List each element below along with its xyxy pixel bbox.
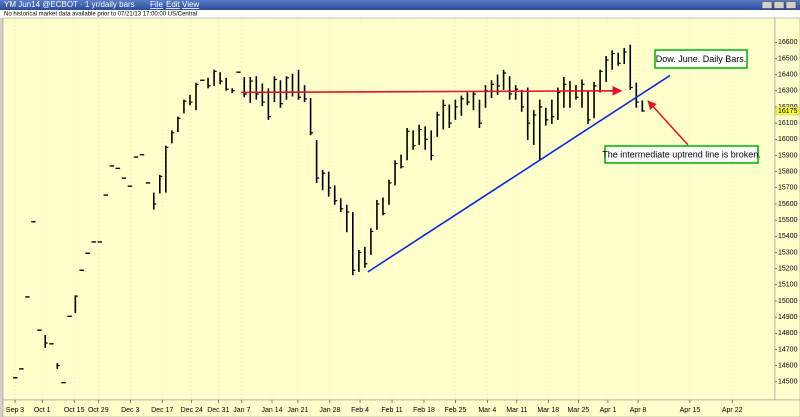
y-tick-label: 16600 <box>778 39 798 46</box>
x-tick-label: Feb 25 <box>444 407 466 414</box>
menu-item[interactable]: Edit <box>166 0 181 9</box>
y-tick-label: 16300 <box>778 88 798 95</box>
x-tick-label: Apr 22 <box>722 407 743 414</box>
menu-item[interactable]: File <box>150 0 163 9</box>
menu-item[interactable]: View <box>182 0 199 9</box>
x-tick-label: Oct 29 <box>88 407 109 414</box>
x-tick-label: Feb 18 <box>413 407 435 414</box>
x-tick-label: Dec 3 <box>121 407 139 414</box>
y-tick-label: 16000 <box>778 136 798 143</box>
x-axis-area <box>2 399 800 417</box>
x-tick-label: Jan 21 <box>287 407 308 414</box>
x-tick-label: Oct 1 <box>34 407 51 414</box>
x-tick-label: Dec 31 <box>207 407 229 414</box>
window-buttons[interactable] <box>761 1 797 9</box>
x-tick-label: Dec 24 <box>181 407 203 414</box>
x-tick-label: Apr 15 <box>680 407 701 414</box>
y-tick-label: 15500 <box>778 217 798 224</box>
x-tick-label: Mar 25 <box>567 407 589 414</box>
title-bar <box>0 0 800 10</box>
annotation-box <box>604 145 759 164</box>
y-tick-label: 14900 <box>778 314 798 321</box>
y-tick-label: 15400 <box>778 233 798 240</box>
annotation-text: The intermediate uptrend line is broken. <box>602 149 761 159</box>
x-tick-label: Apr 1 <box>600 407 617 414</box>
x-tick-label: Feb 11 <box>381 407 402 414</box>
x-tick-label: Mar 18 <box>537 407 559 414</box>
window-title: YM Jun14 @ECBOT · 1 yr/daily bars <box>4 0 135 9</box>
resistance-arrow <box>241 86 623 96</box>
y-tick-label: 15200 <box>778 265 798 272</box>
y-tick-label: 15800 <box>778 168 798 175</box>
y-tick-label: 15000 <box>778 298 798 305</box>
x-tick-label: Dec 17 <box>151 407 173 414</box>
y-tick-label: 14500 <box>778 379 798 386</box>
y-tick-label: 14700 <box>778 346 798 353</box>
y-tick-label: 15700 <box>778 185 798 192</box>
minimize-button[interactable] <box>761 1 773 9</box>
x-tick-label: Jan 28 <box>319 407 340 414</box>
y-tick-label: 16100 <box>778 120 798 127</box>
maximize-button[interactable] <box>773 1 785 9</box>
y-tick-label: 15900 <box>778 152 798 159</box>
x-tick-label: Oct 15 <box>64 407 85 414</box>
x-tick-label: Mar 4 <box>478 407 496 414</box>
last-price-box <box>775 106 800 116</box>
y-tick-label: 15300 <box>778 249 798 256</box>
x-tick-label: Feb 4 <box>351 407 369 414</box>
trend-line <box>367 74 671 273</box>
info-strip <box>0 10 800 18</box>
y-tick-label: 16500 <box>778 55 798 62</box>
plot-area <box>2 17 776 401</box>
x-tick-label: Sep 3 <box>6 407 24 414</box>
annotation-text: Dow. June. Daily Bars. <box>656 54 747 64</box>
x-tick-label: Jan 7 <box>233 407 250 414</box>
y-axis-area <box>774 17 800 401</box>
x-tick-label: Mar 11 <box>506 407 527 414</box>
pointer-arrow <box>647 100 689 146</box>
last-price-label: 16175 <box>778 108 798 115</box>
y-tick-label: 15600 <box>778 201 798 208</box>
y-tick-label: 14800 <box>778 330 798 337</box>
y-tick-label: 14600 <box>778 363 798 370</box>
x-tick-label: Apr 8 <box>630 407 647 414</box>
x-tick-label: Jan 14 <box>261 407 282 414</box>
y-tick-label: 16400 <box>778 71 798 78</box>
annotation-box <box>654 49 748 69</box>
y-tick-label: 15100 <box>778 282 798 289</box>
subtitle: No historical market data available prio… <box>4 12 197 18</box>
close-button[interactable] <box>785 1 797 9</box>
